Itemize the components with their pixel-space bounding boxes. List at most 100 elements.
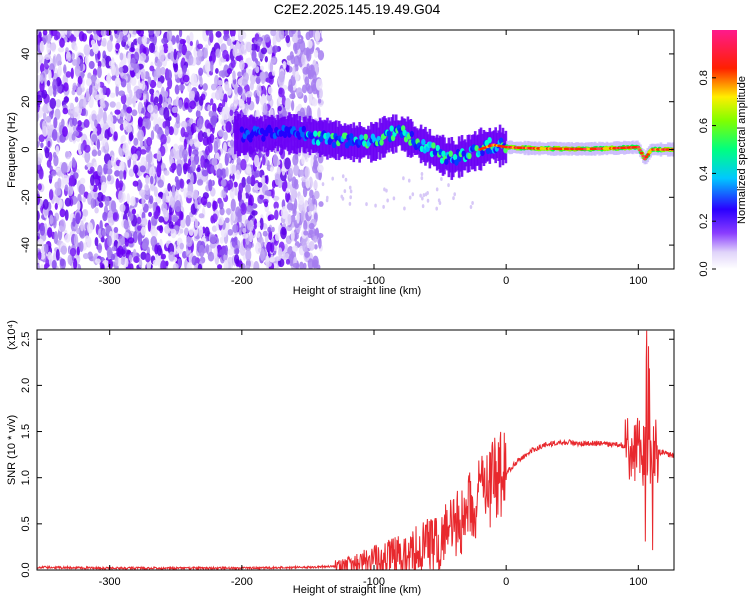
spectrogram-noise-cell [292,65,296,77]
spectrogram-noise-cell [317,107,321,120]
spectrogram-noise-cell [120,78,127,88]
spectrogram-noise-cell [259,217,264,231]
spectrogram-noise-cell [37,80,40,93]
spectrogram-noise-cell [163,107,170,121]
spectrogram-noise-cell [164,126,170,137]
spectrogram-noise-cell [226,37,232,47]
spectrogram-noise-cell [46,80,51,87]
spectrogram-noise-cell [179,38,187,45]
spectrogram-noise-cell [299,107,305,119]
spectrogram-noise-cell [138,189,146,197]
spectrogram-noise-cell [232,46,238,58]
spectrogram-ridge-cell [331,141,337,149]
spectrogram-speck [402,176,405,181]
spectrogram-ridge-envelope [469,139,473,167]
spectrogram-noise-cell [135,197,139,203]
spectrogram-noise-cell [41,120,47,132]
spectrogram-noise-cell [200,155,206,169]
spectrogram-noise-cell [302,66,310,75]
snr-x-tick-label: 0 [503,576,509,588]
spectrogram-noise-cell [183,138,187,150]
spectrogram-noise-cell [170,162,177,171]
spectrogram-noise-cell [188,143,192,157]
spectrogram-noise-cell [260,47,268,55]
spectrogram-ridge-cell [301,125,306,133]
spectrogram-noise-cell [162,121,168,129]
spectrogram-noise-cell [160,260,167,269]
spectrogram-noise-cell [114,256,119,267]
spectrogram-noise-cell [75,212,81,225]
spectrogram-noise-cell [96,66,102,79]
spectrogram-noise-cell [200,196,208,206]
spectrogram-ridge-cell [431,142,436,149]
spectrogram-noise-cell [40,142,44,148]
spectrogram-noise-cell [217,264,223,269]
spectrogram-noise-cell [114,30,118,35]
spectrogram-noise-cell [211,225,218,232]
spectrogram-noise-cell [215,68,219,74]
spectrogram-noise-cell [179,242,185,250]
spectrogram-noise-cell [235,248,240,255]
spectrogram-noise-cell [232,224,239,233]
spectrogram-noise-cell [188,158,192,167]
spectrogram-noise-cell [256,232,261,239]
spectrogram-noise-cell [94,207,99,214]
spectrogram-ridge-cell [349,133,354,140]
spectrogram-noise-cell [104,196,110,207]
spectrogram-noise-cell [198,244,205,258]
spectrogram-noise-cell [73,233,79,247]
spectrogram-noise-cell [151,228,158,238]
spectrogram-noise-cell [130,196,136,207]
spectrogram-noise-cell [39,40,45,53]
spectrogram-ridge-cell [421,138,426,146]
spectrogram-noise-cell [235,169,241,180]
spectrogram-noise-cell [82,108,86,116]
spectrogram-noise-cell [55,249,60,261]
spectrogram-noise-cell [79,240,84,253]
colorbar: 0.0 0.2 0.4 0.6 0.8 Normalized spectral ampl… [698,30,748,277]
spectrogram-noise-cell [243,108,247,116]
spectrogram-noise-cell [128,168,135,178]
spectrogram-noise-cell [233,181,238,188]
spectrogram-noise-cell [237,85,243,96]
spectrogram-noise-cell [140,156,146,168]
spectrogram-x-tick-label: -200 [231,275,253,287]
spectrogram-noise-cell [113,165,121,171]
spectrogram-noise-cell [147,76,152,85]
spectrogram-noise-cell [90,197,96,209]
spectrogram-noise-cell [237,208,241,220]
spectrogram-noise-cell [47,227,53,238]
spectrogram-speck [331,176,334,181]
spectrogram-noise-cell [121,134,126,143]
spectrogram-noise-cell [294,198,298,211]
spectrogram-noise-cell [264,56,268,63]
spectrogram-noise-cell [282,61,287,70]
spectrogram-noise-cell [201,169,209,177]
spectrogram-speck [348,201,352,206]
spectrogram-noise-cell [83,44,91,56]
spectrogram-noise-cell [138,101,142,113]
spectrogram-noise-cell [285,190,291,203]
spectrogram-noise-cell [119,123,124,131]
spectrogram-noise-cell [182,65,188,73]
spectrogram-noise-cell [91,85,97,98]
spectrogram-noise-cell [200,93,206,101]
spectrogram-noise-cell [53,154,59,167]
spectrogram-noise-cell [195,109,201,118]
spectrogram-noise-cell [106,113,114,127]
spectrogram-speck [403,206,406,211]
spectrogram-speck [437,198,441,203]
spectrogram-noise-cell [139,165,146,173]
spectrogram-noise-cell [63,177,70,185]
spectrogram-noise-cell [205,145,211,156]
spectrogram-noise-cell [119,170,124,181]
spectrogram-noise-cell [313,49,319,58]
spectrogram-noise-cell [166,69,173,82]
spectrogram-speck [343,189,347,194]
spectrogram-noise-cell [95,78,101,91]
spectrogram-noise-cell [267,86,273,95]
spectrogram-noise-cell [122,35,128,43]
spectrogram-noise-cell [245,183,251,194]
spectrogram-noise-cell [205,243,210,254]
spectrogram-speck [471,201,474,206]
